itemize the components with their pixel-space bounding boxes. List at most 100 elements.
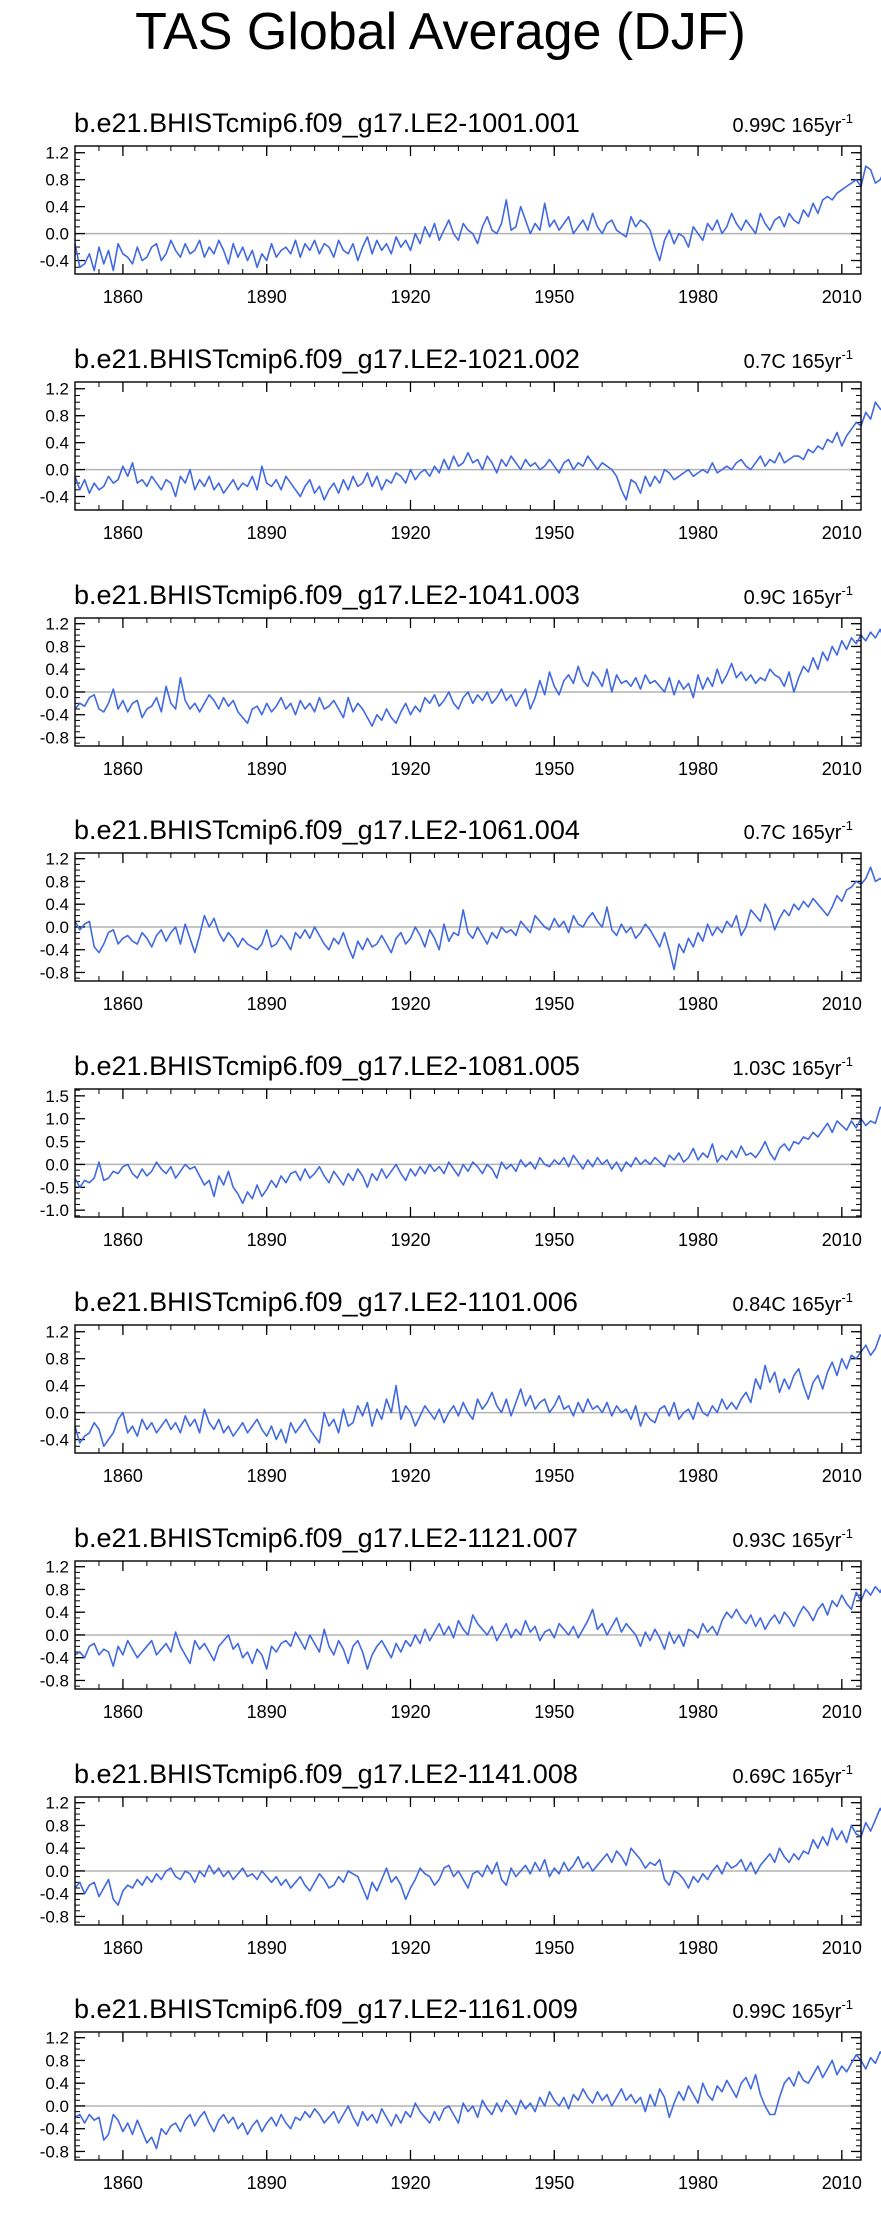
x-tick-label: 1950 xyxy=(534,759,574,779)
trend-label: 0.93C 165yr-1 xyxy=(732,1526,853,1552)
trend-exponent: -1 xyxy=(841,1054,853,1069)
x-tick-label: 2010 xyxy=(822,287,862,307)
panel-title: b.e21.BHISTcmip6.f09_g17.LE2-1081.005 xyxy=(74,1051,580,1081)
x-tick-label: 1920 xyxy=(390,523,430,543)
y-tick-label: 1.2 xyxy=(45,615,69,634)
data-series-line xyxy=(74,165,881,272)
chart-panel: b.e21.BHISTcmip6.f09_g17.LE2-1121.007 0.9… xyxy=(40,1523,881,1722)
panel-title: b.e21.BHISTcmip6.f09_g17.LE2-1061.004 xyxy=(74,815,580,845)
y-tick-label: -0.8 xyxy=(40,963,69,982)
x-tick-label: 1950 xyxy=(534,1230,574,1250)
trend-exponent: -1 xyxy=(841,1762,853,1777)
plot-frame xyxy=(74,2031,862,2161)
y-tick-label: 0.0 xyxy=(45,683,69,702)
y-tick-label: -0.8 xyxy=(40,2142,69,2161)
x-tick-label: 1890 xyxy=(247,1702,287,1722)
y-tick-label: 0.8 xyxy=(45,2051,69,2070)
trend-value: 0.7C 165yr xyxy=(744,822,842,844)
x-tick-label: 2010 xyxy=(822,759,862,779)
y-tick-label: 0.0 xyxy=(45,461,69,480)
data-series-line xyxy=(74,866,881,971)
y-tick-label: -0.4 xyxy=(40,706,69,725)
y-tick-label: -1.0 xyxy=(40,1201,69,1220)
x-tick-label: 1980 xyxy=(678,2173,718,2193)
x-tick-label: 2010 xyxy=(822,994,862,1014)
x-tick-label: 1860 xyxy=(103,2173,143,2193)
plot-frame xyxy=(74,617,862,747)
y-tick-label: 0.4 xyxy=(45,434,69,453)
y-tick-label: 0.0 xyxy=(45,918,69,937)
y-tick-label: 0.0 xyxy=(45,2097,69,2116)
x-tick-label: 1950 xyxy=(534,1466,574,1486)
y-tick-label: 0.8 xyxy=(45,872,69,891)
x-tick-label: 1980 xyxy=(678,1230,718,1250)
x-tick-label: 1890 xyxy=(247,2173,287,2193)
panel-title: b.e21.BHISTcmip6.f09_g17.LE2-1101.006 xyxy=(74,1287,578,1317)
chart-panel: b.e21.BHISTcmip6.f09_g17.LE2-1001.001 0.9… xyxy=(40,108,881,307)
x-tick-label: 1920 xyxy=(390,759,430,779)
y-tick-label: 0.4 xyxy=(45,660,69,679)
x-tick-label: 2010 xyxy=(822,1466,862,1486)
y-tick-label: 0.8 xyxy=(45,1580,69,1599)
x-tick-label: 1860 xyxy=(103,994,143,1014)
trend-label: 0.99C 165yr-1 xyxy=(732,1997,853,2023)
x-tick-label: 1950 xyxy=(534,994,574,1014)
x-tick-label: 1890 xyxy=(247,994,287,1014)
y-tick-label: -0.4 xyxy=(40,1431,69,1450)
y-tick-label: -0.4 xyxy=(40,1649,69,1668)
y-tick-label: -0.5 xyxy=(40,1178,69,1197)
y-tick-label: -0.8 xyxy=(40,1907,69,1926)
plot-frame xyxy=(74,852,862,982)
trend-value: 0.9C 165yr xyxy=(744,587,842,609)
x-tick-label: 1950 xyxy=(534,2173,574,2193)
data-series-line xyxy=(74,401,881,501)
y-tick-label: 0.4 xyxy=(45,2074,69,2093)
chart-panel: b.e21.BHISTcmip6.f09_g17.LE2-1021.002 0.7… xyxy=(40,344,881,543)
trend-exponent: -1 xyxy=(841,347,853,362)
trend-exponent: -1 xyxy=(841,1526,853,1541)
y-tick-label: 0.0 xyxy=(45,225,69,244)
x-tick-label: 1890 xyxy=(247,1230,287,1250)
y-tick-label: -0.4 xyxy=(40,2120,69,2139)
data-series-line xyxy=(74,1334,881,1448)
panel-title: b.e21.BHISTcmip6.f09_g17.LE2-1121.007 xyxy=(74,1523,578,1553)
y-tick-label: -0.4 xyxy=(40,941,69,960)
trend-label: 0.84C 165yr-1 xyxy=(732,1290,853,1316)
x-tick-label: 2010 xyxy=(822,523,862,543)
panel-title: b.e21.BHISTcmip6.f09_g17.LE2-1021.002 xyxy=(74,344,580,374)
trend-label: 0.7C 165yr-1 xyxy=(744,347,853,373)
plot-frame xyxy=(74,1560,862,1690)
y-tick-label: -0.8 xyxy=(40,1671,69,1690)
trend-label: 0.9C 165yr-1 xyxy=(744,583,853,609)
x-tick-label: 1890 xyxy=(247,759,287,779)
y-tick-label: 0.8 xyxy=(45,171,69,190)
trend-exponent: -1 xyxy=(841,583,853,598)
x-tick-label: 1980 xyxy=(678,1466,718,1486)
data-series-line xyxy=(74,1106,881,1205)
y-tick-label: -0.4 xyxy=(40,252,69,271)
x-tick-label: 1920 xyxy=(390,1466,430,1486)
x-tick-label: 1980 xyxy=(678,1938,718,1958)
x-tick-label: 1860 xyxy=(103,523,143,543)
trend-value: 0.7C 165yr xyxy=(744,351,842,373)
plot-frame xyxy=(74,1324,862,1454)
x-tick-label: 2010 xyxy=(822,2173,862,2193)
x-tick-label: 2010 xyxy=(822,1938,862,1958)
x-tick-label: 1980 xyxy=(678,1702,718,1722)
x-tick-label: 1980 xyxy=(678,759,718,779)
panel-title: b.e21.BHISTcmip6.f09_g17.LE2-1001.001 xyxy=(74,108,580,138)
x-tick-label: 1920 xyxy=(390,2173,430,2193)
x-tick-label: 1890 xyxy=(247,1466,287,1486)
x-tick-label: 1890 xyxy=(247,523,287,543)
y-tick-label: -0.8 xyxy=(40,728,69,747)
x-tick-label: 1920 xyxy=(390,1230,430,1250)
y-tick-label: 1.0 xyxy=(45,1110,69,1129)
x-tick-label: 1980 xyxy=(678,994,718,1014)
trend-exponent: -1 xyxy=(841,111,853,126)
y-tick-label: -0.4 xyxy=(40,1885,69,1904)
x-tick-label: 1980 xyxy=(678,287,718,307)
plot-frame xyxy=(74,1088,862,1218)
y-tick-label: 0.8 xyxy=(45,1350,69,1369)
panel-title: b.e21.BHISTcmip6.f09_g17.LE2-1161.009 xyxy=(74,1994,578,2024)
